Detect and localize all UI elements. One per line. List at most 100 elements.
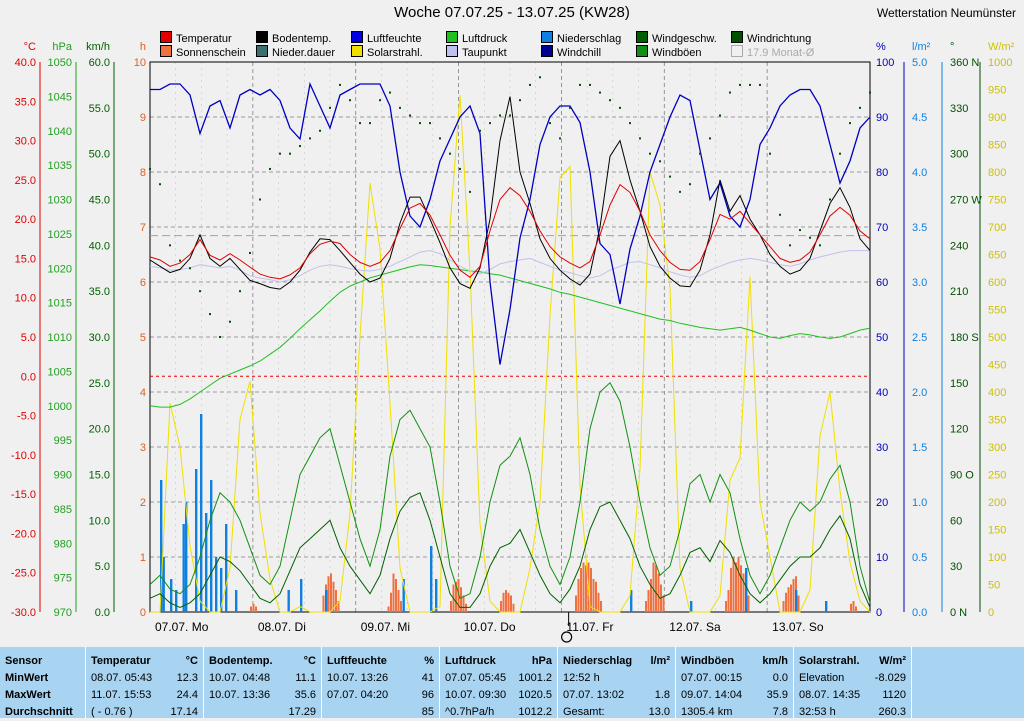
x-tick-label: 10.07. Do: [464, 620, 516, 634]
rain-bar: [175, 590, 178, 612]
rain-bar: [287, 590, 290, 612]
temp-axis-label: -20.0: [11, 528, 36, 540]
winddir-dot: [589, 83, 591, 86]
winddir-dot: [249, 251, 251, 254]
winddir-dot: [599, 91, 601, 94]
sunshine-bar: [397, 590, 400, 612]
rain-bar: [162, 557, 165, 612]
winddir-dot: [679, 190, 681, 193]
sunshine-bar: [387, 606, 390, 612]
winddir-dot: [809, 236, 811, 239]
stats-unit: W/m²: [879, 655, 906, 667]
legend-checkbox[interactable]: [731, 45, 743, 57]
rain-bar: [435, 579, 438, 612]
sunshine-bar: [850, 603, 852, 612]
temp-axis-label: 30.0: [15, 136, 36, 148]
solar-axis-label: 550: [988, 305, 1006, 317]
sunshine-axis-label: 6: [140, 277, 146, 289]
wind-axis-label: 45.0: [89, 195, 110, 207]
humidity-axis-label: 40: [876, 387, 888, 399]
series-solar: [150, 94, 871, 613]
series-pressure: [149, 264, 871, 408]
winddir-dot: [539, 76, 541, 79]
wind-axis-label: 10.0: [89, 515, 110, 527]
sunshine-bar: [662, 595, 665, 612]
solar-axis-label: 400: [988, 387, 1006, 399]
stats-value: 13.0: [648, 706, 670, 718]
legend-item-temperatur: Temperatur: [160, 31, 232, 45]
rain-bar: [182, 524, 185, 612]
series-dewpoint: [149, 250, 870, 283]
winddir-dot: [149, 167, 151, 170]
pressure-axis-label: 990: [54, 470, 72, 482]
stats-col-sensor: Sensor MinWert MaxWert Durchschnitt: [0, 647, 86, 718]
rain-axis-label: 5.0: [912, 57, 927, 69]
legend-swatch: [636, 45, 648, 57]
stats-col-gust: Windböen km/h 07.07. 00:15 0.0 09.07. 14:0…: [676, 647, 794, 718]
sunshine-bar: [590, 568, 592, 612]
solar-axis-label: 650: [988, 250, 1006, 262]
sunshine-bar: [597, 592, 600, 612]
stats-time: 07.07. 05:45: [445, 672, 507, 684]
direction-axis-label: 60: [950, 515, 962, 527]
series-humidity: [150, 81, 871, 365]
sunshine-bar: [592, 579, 595, 612]
stats-unit: hPa: [531, 655, 552, 667]
humidity-axis-label: 10: [876, 552, 888, 564]
solar-axis-label: 900: [988, 112, 1006, 124]
stats-value: -8.029: [874, 672, 906, 684]
winddir-dot: [209, 313, 211, 316]
legend-swatch: [541, 45, 553, 57]
winddir-dot: [479, 129, 481, 132]
direction-axis-label-unit: °: [950, 41, 954, 53]
rain-bar: [185, 502, 188, 612]
wind-axis-label: 25.0: [89, 378, 110, 390]
winddir-dot: [459, 167, 461, 170]
sunshine-axis-label: 3: [140, 442, 146, 454]
humidity-axis-label: 30: [876, 442, 888, 454]
stats-head: Temperatur: [91, 655, 151, 667]
wind-axis-label: 40.0: [89, 240, 110, 252]
sunshine-axis-label: 9: [140, 112, 146, 124]
solar-axis-label: 100: [988, 552, 1006, 564]
temp-axis-label-unit: °C: [24, 41, 36, 53]
winddir-dot: [409, 114, 411, 117]
temp-axis-label: -25.0: [11, 568, 36, 580]
legend-item-luftdruck: Luftdruck: [446, 31, 507, 45]
winddir-dot: [499, 114, 501, 117]
sunshine-axis-label: 10: [134, 57, 146, 69]
rain-bar: [235, 590, 238, 612]
solar-axis-label: 50: [988, 580, 1000, 592]
stats-value: 1.8: [654, 689, 670, 701]
sunshine-bar: [725, 601, 727, 612]
rain-bar: [210, 480, 213, 612]
stats-time: 11.07. 15:53: [91, 689, 152, 701]
legend-swatch: [256, 45, 268, 57]
winddir-dot: [189, 267, 191, 270]
sunshine-axis-label: 5: [140, 332, 146, 344]
temp-axis-label: 0.0: [21, 371, 36, 383]
rain-axis-label-unit: l/m²: [912, 41, 931, 53]
wind-axis-label: 15.0: [89, 470, 110, 482]
stats-unit: °C: [303, 655, 316, 667]
sunshine-axis-label: 2: [140, 497, 146, 509]
direction-axis-label: 210: [950, 286, 968, 298]
sunshine-bar: [852, 601, 855, 612]
legend-item-niederschlag: Niederschlag: [541, 31, 621, 45]
winddir-dot: [269, 167, 271, 170]
temp-axis-label: -10.0: [11, 450, 36, 462]
winddir-dot: [219, 336, 221, 338]
stats-time: 10.07. 09:30: [445, 689, 507, 701]
rain-bar: [430, 546, 433, 612]
sunshine-axis-label-unit: h: [140, 41, 146, 53]
sunshine-bar: [390, 592, 392, 612]
rain-bar: [630, 590, 633, 612]
now-marker-icon: [561, 631, 573, 643]
stats-time: Elevation: [799, 672, 845, 684]
sunshine-bar: [740, 565, 742, 612]
legend-item-windchill: Windchill: [541, 45, 601, 59]
winddir-dot: [399, 106, 401, 109]
sunshine-bar: [502, 592, 505, 612]
winddir-dot: [429, 122, 431, 125]
legend-item-monat-mean[interactable]: 17.9 Monat-Ø: [731, 45, 814, 59]
